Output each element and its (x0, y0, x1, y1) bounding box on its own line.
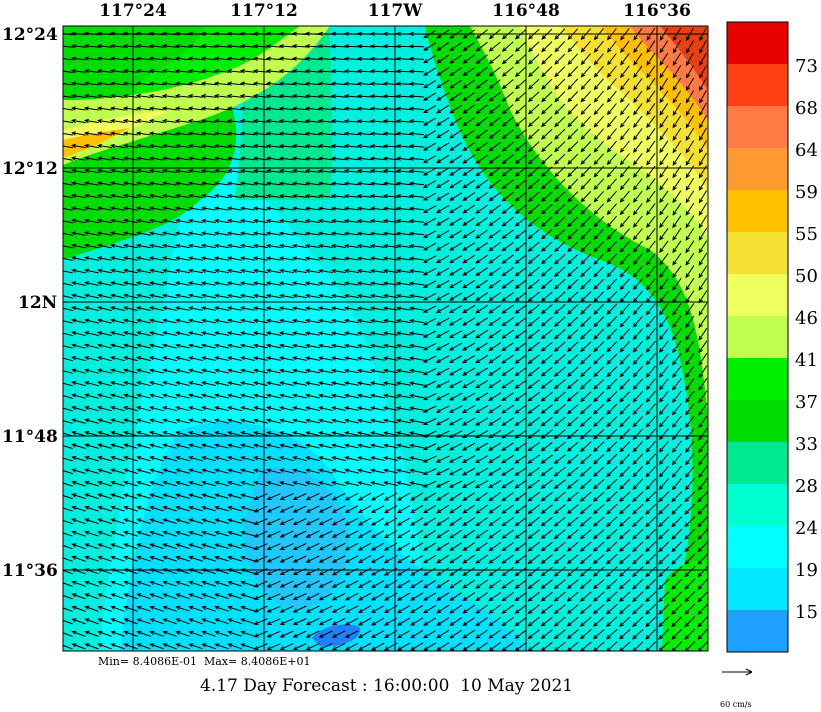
scale-label: 19 (795, 560, 818, 581)
color-scale-swatch (727, 400, 788, 443)
lat-label: 11°36 (2, 561, 58, 581)
scale-label: 46 (795, 308, 818, 329)
scale-label: 28 (795, 476, 818, 497)
latitude-labels: 12°24 12°12 12N 11°48 11°36 (2, 25, 58, 581)
color-scale-swatch (727, 568, 788, 611)
scale-label: 15 (795, 602, 818, 623)
color-scale-swatch (727, 610, 788, 653)
color-scale-swatch (727, 526, 788, 569)
graticule (63, 26, 708, 651)
color-scale-swatch (727, 316, 788, 359)
scale-label: 41 (795, 350, 818, 371)
scale-label: 24 (795, 518, 818, 539)
color-scale-swatch (727, 274, 788, 317)
color-scale-swatch (727, 442, 788, 485)
color-scale (727, 22, 788, 653)
lat-label: 11°48 (2, 427, 58, 447)
color-scale-swatch (727, 64, 788, 107)
lon-label: 116°48 (492, 1, 560, 21)
scale-label: 37 (795, 392, 818, 413)
lat-label: 12N (18, 293, 57, 313)
scale-label: 68 (795, 98, 818, 119)
reference-vector-arrow (722, 668, 753, 676)
speed-shading (63, 26, 708, 651)
forecast-text: 4.17 Day Forecast : 16:00:00 10 May 2021 (200, 676, 574, 696)
longitude-labels: 117°24 117°12 117W 116°48 116°36 (99, 1, 691, 21)
scale-label: 64 (795, 140, 818, 161)
lat-label: 12°24 (2, 25, 58, 45)
scale-label: 55 (795, 224, 818, 245)
lat-label: 12°12 (2, 159, 58, 179)
reference-vector-label: 60 cm/s (720, 700, 752, 709)
color-scale-swatch (727, 190, 788, 233)
color-scale-swatch (727, 106, 788, 149)
color-scale-swatch (727, 358, 788, 401)
scale-label: 33 (795, 434, 818, 455)
lon-label: 117°12 (230, 1, 298, 21)
lon-label: 116°36 (623, 1, 691, 21)
scale-label: 73 (795, 56, 818, 77)
scale-label: 50 (795, 266, 818, 287)
map-frame (62, 25, 709, 652)
lon-label: 117W (368, 1, 423, 21)
color-scale-swatch (727, 484, 788, 527)
scale-label: 59 (795, 182, 818, 203)
color-scale-swatch (727, 22, 788, 65)
color-scale-swatch (727, 232, 788, 275)
color-scale-swatch (727, 148, 788, 191)
min-max-readout: Min= 8.4086E-01 Max= 8.4086E+01 (98, 655, 311, 668)
lon-label: 117°24 (99, 1, 167, 21)
color-scale-labels: 73 68 64 59 55 50 46 41 37 33 28 24 19 1… (795, 56, 818, 623)
